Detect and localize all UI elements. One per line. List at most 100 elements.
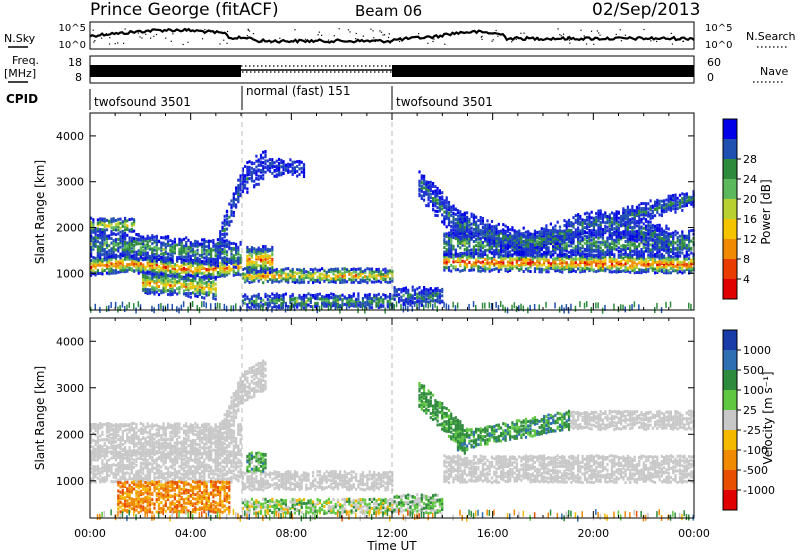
power-cell xyxy=(479,237,482,241)
power-cell xyxy=(114,248,118,252)
power-cell xyxy=(101,223,104,226)
power-cell xyxy=(96,255,99,259)
power-cell xyxy=(173,281,176,285)
power-cell xyxy=(536,231,539,234)
power-cell xyxy=(599,242,602,246)
nsky-point xyxy=(650,40,652,42)
power-cell xyxy=(232,260,235,264)
power-cell xyxy=(533,251,537,255)
power-cell xyxy=(443,232,446,236)
power-cell xyxy=(148,263,152,267)
power-cell xyxy=(443,220,446,224)
power-cell xyxy=(203,281,206,285)
power-cell xyxy=(108,244,111,248)
power-cell xyxy=(248,173,251,176)
power-cell xyxy=(586,253,589,256)
power-cell xyxy=(275,173,278,177)
power-cell xyxy=(588,267,591,271)
power-cell xyxy=(617,216,620,220)
power-cell xyxy=(307,274,310,277)
power-cell xyxy=(244,165,247,168)
power-cell xyxy=(434,191,437,195)
power-cell xyxy=(425,290,428,293)
power-cell xyxy=(583,212,586,216)
power-cell xyxy=(443,206,446,210)
power-cell xyxy=(615,229,618,233)
power-cell xyxy=(601,215,605,219)
power-cell xyxy=(350,299,353,303)
power-cell xyxy=(382,293,385,297)
power-cell xyxy=(626,253,629,257)
power-cell xyxy=(604,240,607,244)
power-cell xyxy=(522,259,525,263)
power-cell xyxy=(99,232,102,236)
power-cell xyxy=(185,236,188,240)
power-cell xyxy=(246,279,249,283)
power-cell xyxy=(520,240,523,244)
power-cell xyxy=(577,267,580,271)
power-cell xyxy=(278,163,281,167)
power-cell xyxy=(221,221,224,225)
power-cell xyxy=(461,232,464,236)
power-cell xyxy=(500,250,503,254)
power-cell xyxy=(221,270,224,274)
power-cell xyxy=(327,278,330,282)
power-cell xyxy=(210,259,213,263)
power-cell xyxy=(262,156,265,160)
power-cell xyxy=(271,298,274,302)
power-cell xyxy=(219,271,222,275)
power-cell xyxy=(586,211,589,215)
nsky-point xyxy=(559,34,561,36)
power-cell xyxy=(137,266,140,270)
power-cell xyxy=(235,271,238,275)
power-cell xyxy=(291,270,294,274)
power-cell xyxy=(633,252,636,256)
nsky-point xyxy=(114,43,116,45)
power-cell xyxy=(264,245,267,248)
power-cell xyxy=(536,245,539,249)
power-cell xyxy=(105,250,109,254)
power-cell xyxy=(574,218,577,222)
power-cell xyxy=(232,263,235,266)
power-cell xyxy=(463,251,466,255)
power-cell xyxy=(232,210,235,214)
power-cell xyxy=(221,273,224,277)
power-cell xyxy=(420,301,423,305)
power-cell xyxy=(239,305,241,312)
power-cell xyxy=(586,239,589,243)
power-cell xyxy=(144,237,147,241)
power-cell xyxy=(459,242,462,245)
power-cell xyxy=(212,282,215,286)
power-cell xyxy=(187,286,190,290)
power-cell xyxy=(506,263,509,267)
power-cell xyxy=(599,252,602,256)
power-cell xyxy=(121,229,124,233)
power-cell xyxy=(558,244,562,248)
power-cell xyxy=(162,265,165,269)
power-cell xyxy=(608,268,611,272)
power-cell xyxy=(481,302,484,309)
power-cell xyxy=(558,229,562,233)
power-cell xyxy=(345,298,349,302)
power-cell xyxy=(248,301,251,305)
power-cell xyxy=(180,283,183,287)
power-cell xyxy=(287,267,290,271)
nsky-point xyxy=(145,33,147,35)
power-cell xyxy=(185,283,188,286)
power-cell xyxy=(327,303,330,307)
power-cell xyxy=(112,269,115,273)
power-cell xyxy=(631,266,634,270)
power-cell xyxy=(466,211,469,215)
power-cell xyxy=(268,164,272,168)
power-cell xyxy=(588,254,591,258)
nave-tick-bottom: 0 xyxy=(707,71,714,84)
power-cell xyxy=(554,234,557,238)
power-cell xyxy=(613,253,616,257)
power-cell xyxy=(293,170,296,174)
power-cell xyxy=(574,257,577,261)
power-cell xyxy=(291,162,294,166)
power-cell xyxy=(606,250,609,254)
power-cell xyxy=(377,301,380,308)
power-cell xyxy=(273,174,276,178)
power-cell xyxy=(373,280,376,284)
